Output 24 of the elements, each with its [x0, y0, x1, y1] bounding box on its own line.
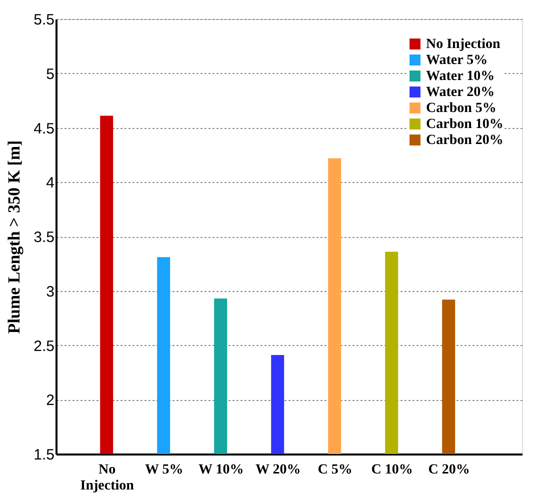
x-tick-label: W 10%	[198, 462, 244, 478]
y-tick-label: 4	[46, 174, 54, 192]
y-tick-label: 2	[46, 392, 54, 410]
legend-label: Carbon 5%	[426, 101, 496, 116]
legend-label: Water 20%	[426, 85, 495, 100]
x-tick-label: C 20%	[428, 462, 470, 478]
y-tick-label: 4.5	[34, 120, 54, 138]
y-tick-label: 2.5	[34, 338, 54, 355]
legend-label: Water 5%	[426, 53, 488, 68]
y-axis-title: Plume Length > 350 K [m]	[4, 140, 24, 334]
legend-label: Carbon 10%	[426, 117, 504, 132]
y-tick-label: 3.5	[34, 229, 54, 246]
y-tick-label: 5.5	[34, 12, 54, 28]
legend-label: Water 10%	[426, 69, 495, 84]
x-tick-label: W 5%	[144, 462, 184, 478]
x-tick-label: C 10%	[371, 462, 413, 478]
y-tick-label: 3	[46, 283, 54, 300]
legend-label: Carbon 20%	[426, 133, 504, 148]
legend-label: No Injection	[426, 37, 500, 52]
x-tick-label: C 5%	[318, 462, 352, 478]
y-tick-label: 1.5	[34, 446, 54, 464]
x-tick-label: No Injection	[80, 462, 134, 494]
x-tick-label: W 20%	[255, 462, 301, 478]
y-tick-label: 5	[46, 66, 54, 83]
